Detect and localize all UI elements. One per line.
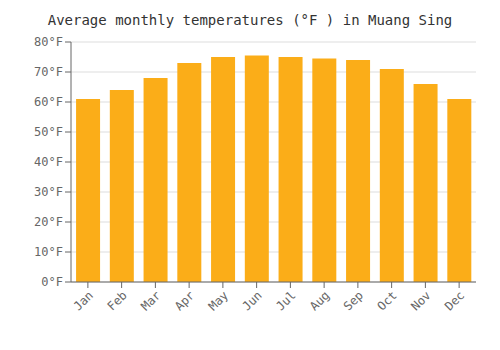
svg-text:20°F: 20°F [34, 215, 63, 229]
svg-text:Nov: Nov [408, 288, 433, 313]
svg-text:Jun: Jun [240, 288, 265, 313]
svg-text:0°F: 0°F [41, 275, 63, 289]
svg-text:Oct: Oct [375, 288, 400, 313]
svg-text:Sep: Sep [341, 288, 366, 313]
svg-text:80°F: 80°F [34, 35, 63, 49]
svg-text:70°F: 70°F [34, 65, 63, 79]
svg-text:Dec: Dec [442, 288, 467, 313]
svg-text:10°F: 10°F [34, 245, 63, 259]
svg-text:60°F: 60°F [34, 95, 63, 109]
svg-text:Apr: Apr [172, 288, 197, 313]
svg-text:May: May [206, 288, 231, 313]
svg-text:Jan: Jan [71, 288, 96, 313]
svg-text:Aug: Aug [307, 288, 332, 313]
svg-text:Feb: Feb [105, 288, 130, 313]
html-text:Average monthly temperatures (: Average monthly temperatures (°F ) in Mu… [47, 12, 453, 28]
svg-text:Jul: Jul [273, 288, 298, 313]
svg-text:40°F: 40°F [34, 155, 63, 169]
svg-text:30°F: 30°F [34, 185, 63, 199]
svg-text:50°F: 50°F [34, 125, 63, 139]
svg-text:Mar: Mar [138, 288, 163, 313]
